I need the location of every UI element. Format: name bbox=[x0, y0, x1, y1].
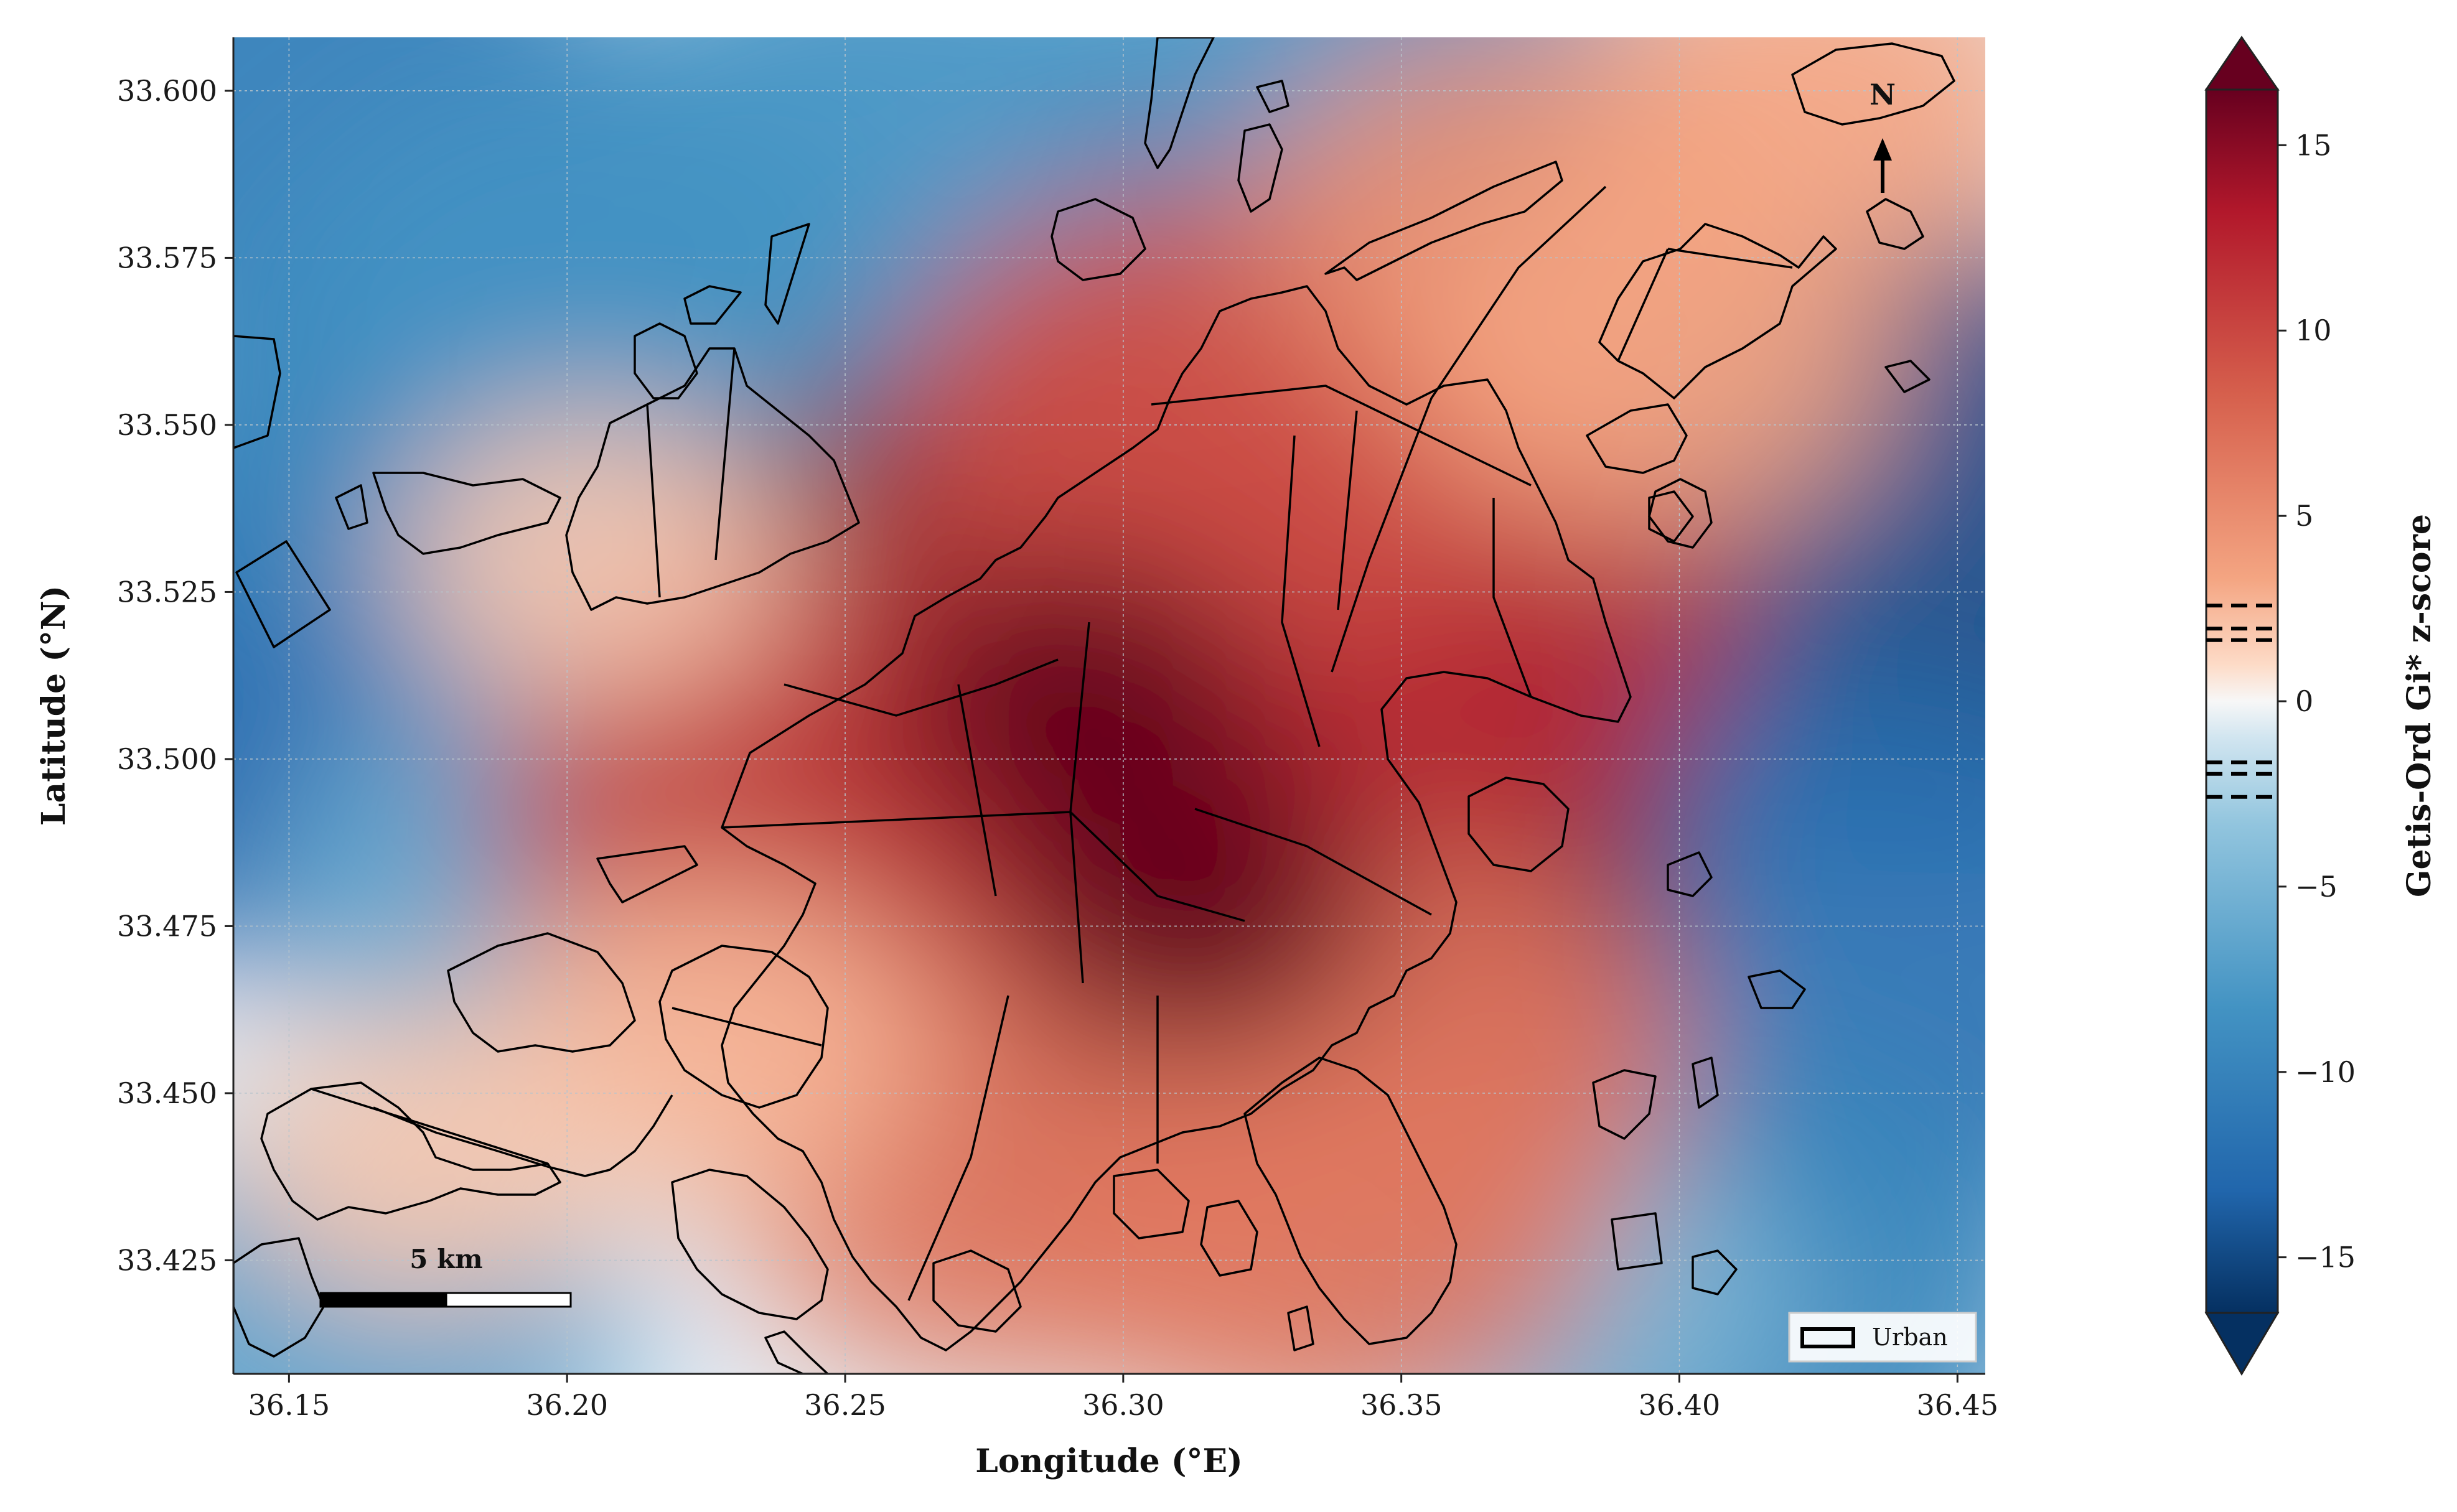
y-tick-label: 33.600 bbox=[117, 74, 217, 108]
urban-northwest-polygon-1 bbox=[764, 223, 810, 325]
north-arrow: N bbox=[1870, 78, 1896, 193]
urban-east-small-13 bbox=[1648, 490, 1694, 543]
urban-east-cluster bbox=[1598, 223, 1837, 399]
y-tick-label: 33.425 bbox=[117, 1243, 217, 1277]
colorbar-tick-label: 10 bbox=[2295, 314, 2332, 347]
y-tick-label: 33.475 bbox=[117, 909, 217, 943]
urban-east-small-5 bbox=[1748, 969, 1806, 1009]
y-tick-label: 33.450 bbox=[117, 1076, 217, 1110]
legend-frame bbox=[1788, 1312, 1977, 1363]
urban-boundaries bbox=[233, 37, 1955, 1374]
urban-east-small-6 bbox=[1592, 1069, 1657, 1140]
urban-east-small-3 bbox=[1467, 777, 1570, 872]
legend-swatch-urban bbox=[1800, 1327, 1855, 1348]
urban-east-small-4 bbox=[1667, 851, 1713, 897]
urban-northeast-polygon bbox=[1324, 161, 1563, 281]
urban-east-small-10 bbox=[1866, 198, 1924, 250]
urban-east-small-7 bbox=[1692, 1057, 1719, 1109]
urban-east-small-11 bbox=[1884, 360, 1931, 393]
urban-east-small-8 bbox=[1611, 1212, 1663, 1271]
colorbar-title: Getis-Ord Gi* z-score bbox=[2400, 514, 2438, 897]
scale-bar-label: 5 km bbox=[410, 1244, 482, 1274]
colorbar: 15 10 5 0 −5 −10 −15 Getis-Ord Gi* z-score bbox=[2204, 35, 2438, 1376]
legend-label-urban: Urban bbox=[1872, 1323, 1948, 1351]
colorbar-extend-top bbox=[2204, 35, 2280, 91]
hotspot-24 bbox=[395, 410, 795, 707]
colorbar-ticks: 15 10 5 0 −5 −10 −15 bbox=[2278, 128, 2356, 1274]
scale-bar-segment-light bbox=[445, 1292, 572, 1308]
colorbar-tick-label: −10 bbox=[2295, 1055, 2356, 1089]
colorbar-tick-label: 15 bbox=[2295, 128, 2332, 162]
urban-northwest-polygon-5 bbox=[634, 322, 698, 399]
colorbar-significance-lines bbox=[2206, 604, 2278, 799]
hotspot-18 bbox=[1408, 177, 1896, 539]
urban-south-polygon-5 bbox=[1113, 1169, 1190, 1239]
colorbar-gradient bbox=[2206, 90, 2278, 1313]
urban-north-polygon-3 bbox=[1237, 123, 1283, 213]
urban-northwest-polygon-2 bbox=[683, 285, 742, 325]
hotspot-field bbox=[233, 37, 1985, 1374]
urban-south-polygon-3 bbox=[764, 1330, 829, 1374]
urban-west-polygon-4 bbox=[235, 540, 331, 648]
x-axis-title: Longitude (°E) bbox=[975, 1442, 1242, 1480]
y-tick-label: 33.500 bbox=[117, 742, 217, 776]
x-tick-label: 36.15 bbox=[248, 1388, 330, 1422]
urban-district-line bbox=[721, 185, 1607, 1301]
x-tick-label: 36.45 bbox=[1916, 1388, 1998, 1422]
urban-southwest-polygon-3 bbox=[260, 1081, 561, 1221]
colorbar-tick-label: 5 bbox=[2295, 499, 2313, 533]
scale-bar: 5 km bbox=[319, 1244, 572, 1308]
y-tick-label: 33.575 bbox=[117, 241, 217, 274]
urban-west-polygon-3 bbox=[233, 335, 281, 449]
y-axis-title: Latitude (°N) bbox=[35, 586, 73, 826]
urban-southwest-polygon-1 bbox=[596, 845, 698, 903]
urban-southeast-polygon-2 bbox=[1200, 1200, 1258, 1277]
x-tick-label: 36.35 bbox=[1360, 1388, 1443, 1422]
colorbar-tick-label: −5 bbox=[2295, 870, 2338, 903]
urban-north-polygon-2 bbox=[1051, 198, 1146, 281]
x-axis-ticks: 36.15 36.20 36.25 36.30 36.35 36.40 36.45 bbox=[248, 1374, 1998, 1422]
urban-east-small-1 bbox=[1586, 403, 1688, 474]
urban-south-polygon-2 bbox=[671, 1169, 829, 1320]
urban-east-small-2 bbox=[1648, 478, 1713, 549]
colorbar-tick-label: 0 bbox=[2295, 684, 2313, 718]
urban-east-small-9 bbox=[1692, 1249, 1738, 1295]
grid bbox=[233, 37, 1985, 1374]
urban-east-small-12 bbox=[1791, 42, 1955, 126]
heatmap-surface bbox=[233, 37, 1985, 1374]
x-tick-label: 36.20 bbox=[526, 1388, 608, 1422]
urban-south-polygon-1 bbox=[658, 945, 829, 1109]
north-arrow-label: N bbox=[1870, 78, 1896, 111]
north-arrow-head bbox=[1873, 138, 1892, 161]
urban-west-polygon-1 bbox=[372, 472, 561, 555]
urban-southwest-polygon-2 bbox=[447, 932, 636, 1053]
urban-west-polygon-2 bbox=[335, 484, 368, 530]
urban-north-polygon-4 bbox=[1256, 80, 1289, 113]
urban-southeast-polygon-1 bbox=[1243, 1057, 1458, 1345]
urban-highway-west bbox=[373, 1094, 673, 1177]
urban-southwest-polygon-4 bbox=[233, 1237, 325, 1358]
x-tick-label: 36.25 bbox=[804, 1388, 886, 1422]
plot-frame bbox=[232, 37, 1985, 1375]
urban-core-polygon bbox=[721, 285, 1632, 1351]
x-tick-label: 36.30 bbox=[1082, 1388, 1164, 1422]
scale-bar-segment-dark bbox=[319, 1292, 447, 1308]
urban-northwest-cluster bbox=[565, 347, 860, 611]
urban-southeast-polygon-3 bbox=[1287, 1305, 1314, 1351]
colorbar-extend-bottom bbox=[2204, 1312, 2280, 1376]
urban-south-polygon-4 bbox=[932, 1249, 1022, 1333]
colorbar-tick-label: −15 bbox=[2295, 1241, 2356, 1274]
y-axis-ticks: 33.600 33.575 33.550 33.525 33.500 33.475 33.4… bbox=[117, 74, 233, 1277]
legend: Urban bbox=[1788, 1312, 1977, 1363]
urban-north-polygon-1 bbox=[1144, 37, 1215, 169]
x-tick-label: 36.40 bbox=[1639, 1388, 1721, 1422]
y-tick-label: 33.550 bbox=[117, 408, 217, 442]
y-tick-label: 33.525 bbox=[117, 575, 217, 609]
